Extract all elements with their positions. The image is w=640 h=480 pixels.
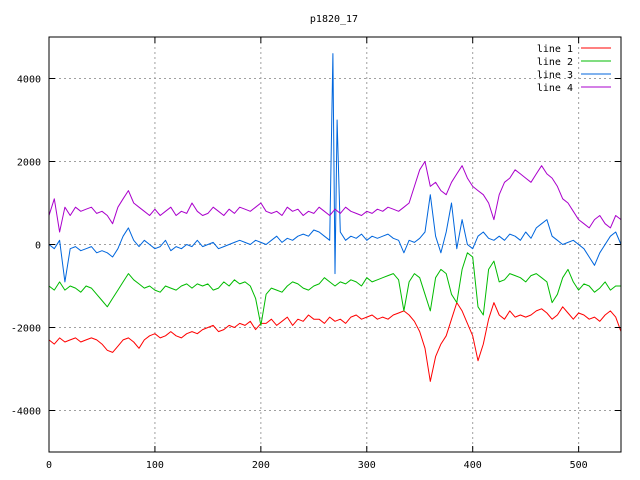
y-tick-label: 4000 [17, 75, 41, 86]
series-line-2 [48, 252, 621, 326]
x-tick-label: 400 [464, 460, 482, 471]
chart-title: p1820_17 [310, 14, 358, 25]
x-tick-label: 0 [46, 460, 52, 471]
legend-label: line 2 [537, 57, 573, 68]
series-line-4 [48, 161, 622, 233]
y-tick-label: 2000 [17, 158, 41, 169]
y-tick-label: 0 [35, 241, 41, 252]
x-tick-label: 200 [252, 460, 270, 471]
x-tick-label: 100 [146, 460, 164, 471]
x-tick-label: 500 [570, 460, 588, 471]
x-tick-label: 300 [358, 460, 376, 471]
series-layer [48, 53, 622, 382]
legend: line 1 line 2 line 3 line 4 [537, 44, 611, 94]
y-tick-label: -4000 [11, 407, 41, 418]
series-line-1 [48, 302, 622, 382]
y-tick-label: -2000 [11, 324, 41, 335]
axis-ticks: 0 100 200 300 400 500 -4000 -2000 0 2000 4000 [11, 37, 621, 471]
legend-label: line 3 [537, 70, 573, 81]
series-line-3 [48, 53, 622, 283]
legend-label: line 4 [537, 83, 573, 94]
legend-label: line 1 [537, 44, 573, 55]
